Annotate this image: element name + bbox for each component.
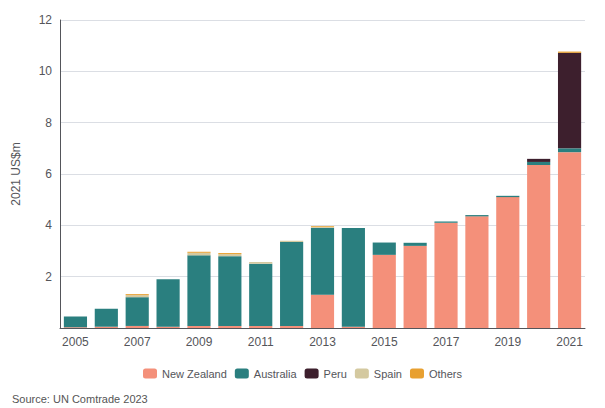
svg-text:Australia: Australia: [254, 368, 298, 380]
svg-text:Others: Others: [429, 368, 463, 380]
svg-text:8: 8: [45, 116, 52, 130]
svg-text:Peru: Peru: [324, 368, 347, 380]
svg-text:2013: 2013: [309, 335, 336, 349]
svg-text:6: 6: [45, 167, 52, 181]
svg-text:10: 10: [39, 64, 53, 78]
svg-text:Spain: Spain: [374, 368, 402, 380]
svg-text:New Zealand: New Zealand: [162, 368, 227, 380]
svg-text:2005: 2005: [62, 335, 89, 349]
svg-text:12: 12: [39, 13, 53, 27]
svg-text:2019: 2019: [494, 335, 521, 349]
svg-text:2: 2: [45, 270, 52, 284]
svg-text:2015: 2015: [371, 335, 398, 349]
svg-text:2009: 2009: [186, 335, 213, 349]
svg-text:2017: 2017: [433, 335, 460, 349]
svg-text:2021: 2021: [556, 335, 583, 349]
svg-text:2021 US$m: 2021 US$m: [9, 142, 23, 205]
svg-text:2011: 2011: [248, 335, 274, 349]
svg-text:Source: UN Comtrade 2023: Source: UN Comtrade 2023: [12, 393, 148, 405]
svg-text:4: 4: [45, 218, 52, 232]
svg-text:2007: 2007: [124, 335, 151, 349]
